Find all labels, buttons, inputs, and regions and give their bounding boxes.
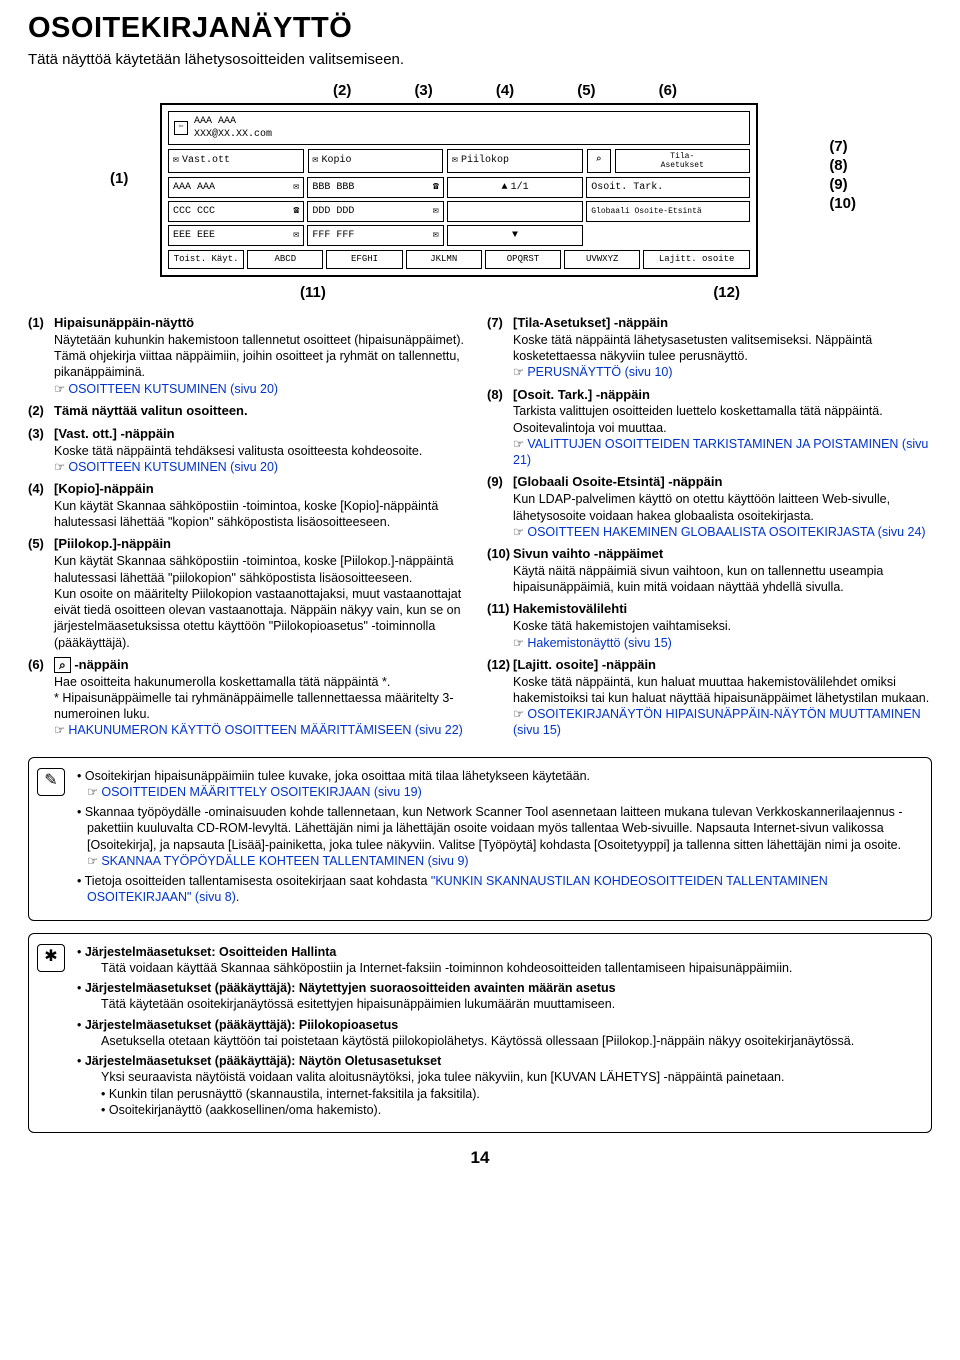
addr-cell[interactable]: DDD DDD✉ bbox=[307, 201, 443, 222]
addr-cell[interactable]: FFF FFF✉ bbox=[307, 225, 443, 246]
subtitle: Tätä näyttöä käytetään lähetysosoitteide… bbox=[28, 50, 932, 70]
address-book-panel: ⇦ AAA AAA XXX@XX.XX.com ✉ Vast.ott ✉ Kop… bbox=[160, 103, 758, 278]
index-tabs: Toist. Käyt. ABCD EFGHI JKLMN OPQRST UVW… bbox=[168, 250, 750, 270]
gear-icon: ✱ bbox=[37, 944, 65, 972]
global-search-button[interactable]: Globaali Osoite-Etsintä bbox=[586, 201, 750, 222]
tab-copy[interactable]: ✉ Kopio bbox=[308, 149, 444, 173]
index-tab[interactable]: EFGHI bbox=[326, 250, 402, 270]
left-column: (1)Hipaisunäppäin-näyttöNäytetään kuhunk… bbox=[28, 315, 473, 745]
panel-header: ⇦ AAA AAA XXX@XX.XX.com bbox=[168, 111, 750, 145]
addr-cell[interactable]: CCC CCC☎ bbox=[168, 201, 304, 222]
info-note: ✎ • Osoitekirjan hipaisunäppäimiin tulee… bbox=[28, 757, 932, 921]
tab-recipient[interactable]: ✉ Vast.ott bbox=[168, 149, 304, 173]
scroll-cell[interactable]: ▼ bbox=[447, 225, 583, 246]
pencil-icon: ✎ bbox=[37, 768, 65, 796]
index-tab[interactable]: ABCD bbox=[247, 250, 323, 270]
header-addr: XXX@XX.XX.com bbox=[194, 129, 272, 140]
page-indicator: ▲1/1 bbox=[447, 177, 583, 198]
page-title: OSOITEKIRJANÄYTTÖ bbox=[28, 10, 932, 48]
left-callout: (1) bbox=[110, 169, 128, 189]
index-tab[interactable]: UVWXYZ bbox=[564, 250, 640, 270]
index-tab[interactable]: Toist. Käyt. bbox=[168, 250, 244, 270]
header-name: AAA AAA bbox=[194, 116, 236, 127]
tab-bcc[interactable]: ✉ Piilokop bbox=[447, 149, 583, 173]
search-num-button[interactable]: ⌕ bbox=[587, 149, 611, 173]
check-addr-button[interactable]: Osoit. Tark. bbox=[586, 177, 750, 198]
sort-addr-button[interactable]: Lajitt. osoite bbox=[643, 250, 750, 270]
right-callouts: (7) (8) (9) (10) bbox=[829, 137, 856, 213]
page-number: 14 bbox=[28, 1147, 932, 1169]
back-icon[interactable]: ⇦ bbox=[174, 121, 188, 135]
addr-cell[interactable]: EEE EEE✉ bbox=[168, 225, 304, 246]
right-column: (7)[Tila-Asetukset] -näppäinKoske tätä n… bbox=[487, 315, 932, 745]
settings-note: ✱ • Järjestelmäasetukset: Osoitteiden Ha… bbox=[28, 933, 932, 1134]
addr-cell[interactable]: BBB BBB☎ bbox=[307, 177, 443, 198]
top-callouts: (2) (3) (4) (5) (6) bbox=[180, 81, 780, 101]
bottom-callouts: (11) (12) bbox=[160, 283, 800, 303]
scroll-cell[interactable] bbox=[447, 201, 583, 222]
index-tab[interactable]: JKLMN bbox=[406, 250, 482, 270]
addr-cell[interactable]: AAA AAA✉ bbox=[168, 177, 304, 198]
settings-button[interactable]: Tila- Asetukset bbox=[615, 149, 751, 173]
index-tab[interactable]: OPQRST bbox=[485, 250, 561, 270]
